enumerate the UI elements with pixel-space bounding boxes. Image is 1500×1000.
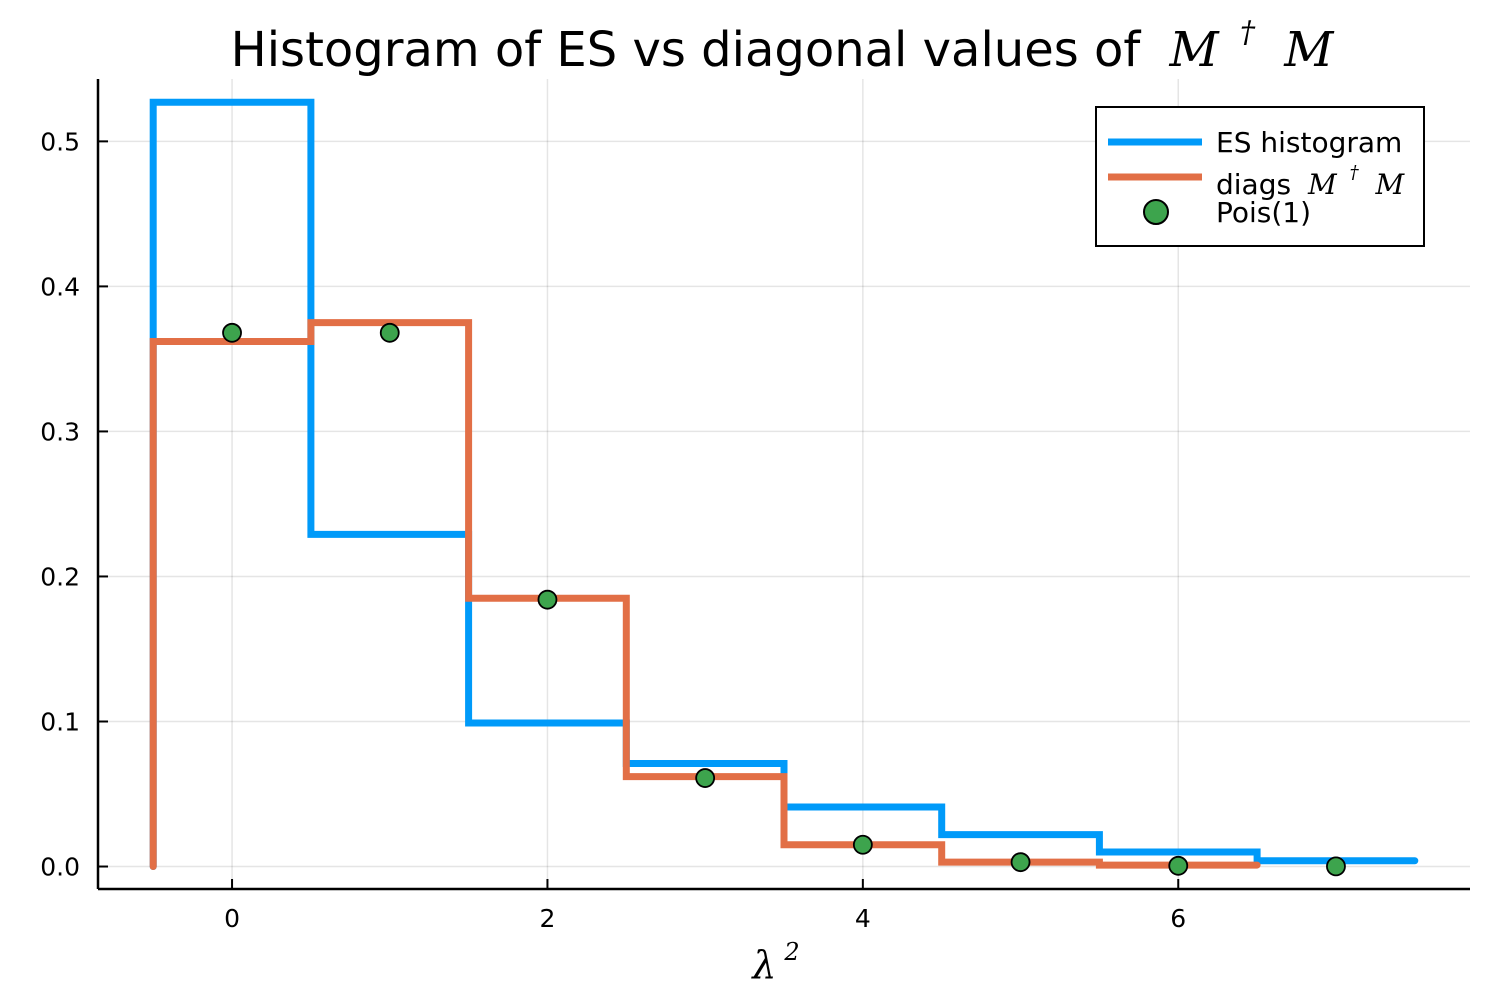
chart-title-math-sup: † xyxy=(1240,15,1256,50)
series-pois-1-point xyxy=(852,834,873,855)
x-axis-label-base: λ xyxy=(750,943,776,987)
y-tick-label: 0.0 xyxy=(40,853,80,882)
series-pois-1-point xyxy=(1010,852,1031,873)
legend-marker-pois xyxy=(1143,199,1169,225)
legend-label-diags-text: diags xyxy=(1216,168,1291,201)
legend-label-diags: diags M † M xyxy=(1216,152,1405,201)
chart-title: Histogram of ES vs diagonal values of M … xyxy=(231,0,1336,78)
x-tick-label: 0 xyxy=(224,904,240,933)
legend-label-es-histogram: ES histogram xyxy=(1216,126,1402,159)
x-tick-label: 2 xyxy=(539,904,555,933)
y-tick-label: 0.1 xyxy=(40,707,80,736)
series-pois-1-point xyxy=(537,589,558,610)
x-tick-label: 4 xyxy=(855,904,871,933)
legend-label-pois: Pois(1) xyxy=(1216,196,1311,229)
series-pois-1-point xyxy=(222,322,242,343)
legend-label-diags-math-tail: M xyxy=(1374,168,1405,201)
series-es-histogram-line xyxy=(149,98,1419,871)
x-axis-label-sup: 2 xyxy=(783,938,799,966)
series-pois-1-point xyxy=(695,768,716,788)
series-pois-1-point xyxy=(379,322,400,343)
legend-label-diags-math-base: M xyxy=(1307,168,1338,201)
legend: ES histogram diags M † M Pois(1) xyxy=(1095,106,1425,247)
y-tick-label: 0.4 xyxy=(40,272,80,301)
chart-title-text: Histogram of ES vs diagonal values of xyxy=(231,22,1142,78)
series-diags-line xyxy=(149,319,1261,871)
series-pois-1-point xyxy=(1326,856,1346,877)
y-tick-label: 0.3 xyxy=(40,417,80,446)
series-pois-1-point xyxy=(1168,855,1189,876)
axis-ticks: 0 2 4 6 0.0 0.1 0.2 0.3 0.4 0.5 xyxy=(40,127,1186,933)
y-tick-label: 0.5 xyxy=(40,127,80,156)
legend-label-diags-math-sup: † xyxy=(1350,162,1360,183)
chart-title-math-tail: M xyxy=(1283,22,1335,78)
x-axis-label: λ 2 xyxy=(750,938,799,987)
chart-title-math-base: M xyxy=(1169,22,1221,78)
x-tick-label: 6 xyxy=(1170,904,1186,933)
plot-area xyxy=(149,98,1419,877)
y-tick-label: 0.2 xyxy=(40,562,80,591)
